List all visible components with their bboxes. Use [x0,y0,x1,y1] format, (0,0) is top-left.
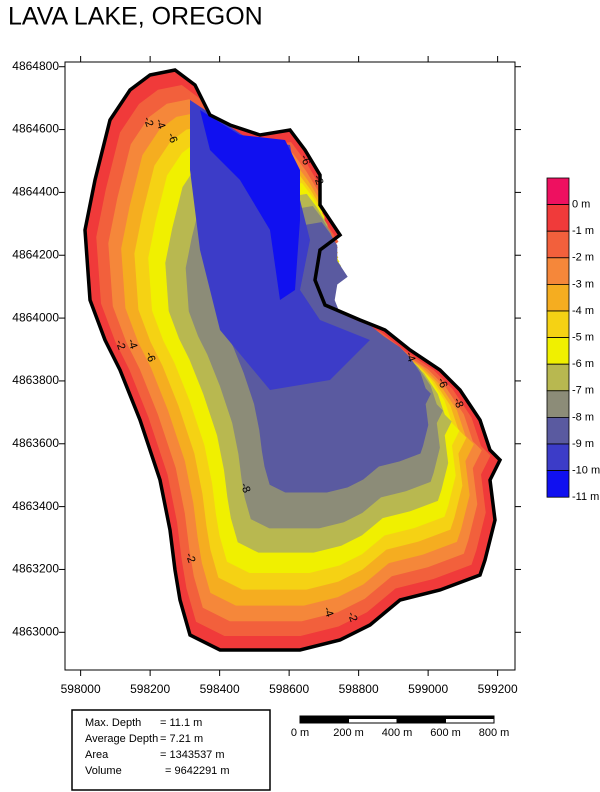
colorbar-label: 0 m [572,199,590,211]
y-tick-label: 4863000 [12,624,59,638]
colorbar-swatch [546,390,570,418]
y-tick-label: 4863600 [12,436,59,450]
scale-label: 800 m [479,727,510,739]
colorbar-label: -11 m [572,491,599,503]
contour-label: -6 [165,131,180,144]
colorbar-label: -3 m [572,278,594,290]
stat-value: = 11.1 m [160,717,202,729]
y-tick-label: 4864600 [12,122,59,136]
stat-value: = 9642291 m [165,765,230,777]
x-tick-label: 598800 [339,682,379,696]
y-tick-label: 4864800 [12,59,59,73]
colorbar-swatch [546,337,570,365]
colorbar-swatch [546,416,570,445]
contour-label: -2 [311,173,326,186]
x-tick-label: 599200 [478,682,518,696]
y-tick-label: 4864200 [12,247,59,261]
contour-label: -6 [298,153,313,166]
colorbar-swatch [546,257,570,285]
contour-label: -4 [153,117,168,130]
colorbar-label: -8 m [572,411,594,423]
lake-bathymetry [85,70,500,650]
scale-label: 400 m [382,727,413,739]
colorbar-label: -7 m [572,385,594,397]
scale-label: 600 m [430,727,461,739]
y-tick-label: 4863400 [12,499,59,513]
contour-label: -4 [321,605,336,618]
stat-label: Volume [85,765,122,777]
colorbar-swatch [546,283,570,312]
scale-bar: 0 m 200 m 400 m 600 m 800 m [291,715,510,739]
x-tick-label: 598400 [200,682,240,696]
colorbar-swatch [546,204,570,232]
contour-label: -6 [435,376,450,389]
contour-label: -2 [183,551,198,564]
colorbar-label: -10 m [572,465,600,477]
x-tick-label: 599000 [408,682,448,696]
colorbar-label: -9 m [572,438,594,450]
contour-label: -4 [403,350,418,363]
stats-box [71,709,271,791]
contour-label: -6 [143,350,158,363]
y-tick-label: 4863800 [12,373,59,387]
colorbar-label: -1 m [572,225,594,237]
contour-label: -2 [141,115,156,128]
contour-label: -2 [113,338,128,351]
y-tick-label: 4864400 [12,185,59,199]
x-tick-label: 598000 [61,682,101,696]
x-tick-label: 598200 [130,682,170,696]
stat-label: Max. Depth [85,717,141,729]
colorbar-label: -6 m [572,358,594,370]
scale-label: 200 m [333,727,364,739]
contour-label: -2 [345,610,360,623]
contour-label: -8 [238,481,253,494]
x-tick-label: 598600 [269,682,309,696]
y-tick-label: 4864000 [12,310,59,324]
y-tick-label: 4863200 [12,562,59,576]
contour-label: -8 [451,396,466,409]
colorbar-swatch [546,177,570,206]
colorbar-label: -4 m [572,305,594,317]
colorbar-swatch [546,230,570,259]
stat-label: Average Depth [85,733,158,745]
contour-label: -4 [125,337,140,350]
colorbar-swatch [546,443,570,472]
stat-label: Area [85,749,109,761]
colorbar-swatch [546,310,570,339]
map-frame [64,61,516,671]
depth-band [200,110,300,300]
colorbar-swatch [546,470,570,498]
scale-label: 0 m [291,727,309,739]
stat-value: = 1343537 m [160,749,225,761]
scale-segment [300,716,494,719]
map-title: LAVA LAKE, OREGON [8,3,263,31]
stat-value: = 7.21 m [160,733,203,745]
colorbar-swatch [546,363,570,392]
colorbar-label: -2 m [572,252,594,264]
colorbar-label: -5 m [572,332,594,344]
